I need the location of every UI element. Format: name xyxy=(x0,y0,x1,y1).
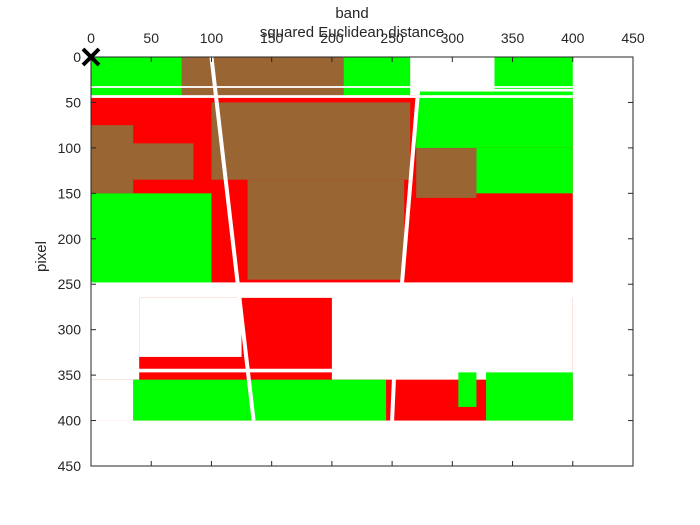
x-axis-label: band xyxy=(335,5,368,22)
image-region-24 xyxy=(91,282,573,287)
image-region-13 xyxy=(91,193,212,285)
image-region-18 xyxy=(247,379,387,421)
y-tick-label: 200 xyxy=(58,231,82,247)
chart-title: squared Euclidean distance xyxy=(260,24,444,41)
y-tick-label: 100 xyxy=(58,140,82,156)
x-tick-label: 450 xyxy=(621,30,645,46)
road-line-0 xyxy=(209,56,256,421)
image-region-2 xyxy=(91,57,182,96)
image-region-17 xyxy=(133,379,248,421)
origin-marker xyxy=(81,47,101,67)
image-region-6 xyxy=(211,102,411,180)
image-region-22 xyxy=(91,95,573,98)
image-region-23 xyxy=(91,86,573,88)
road-lines xyxy=(209,56,421,421)
image-region-20 xyxy=(486,370,573,421)
x-tick-label: 100 xyxy=(200,30,224,46)
y-axis-label: pixel xyxy=(33,241,50,272)
axes: 0 50 100 150 200 250 300 350 400 450 0 50 100 150 200… xyxy=(58,30,645,474)
y-tick-label: 0 xyxy=(73,49,81,65)
y-tick-label: 400 xyxy=(58,413,82,429)
x-tick-label: 150 xyxy=(260,30,284,46)
x-tick-label: 300 xyxy=(441,30,465,46)
y-tick-label: 250 xyxy=(58,276,82,292)
y-tick-label: 350 xyxy=(58,367,82,383)
image-region-4 xyxy=(343,57,411,96)
road-line-1 xyxy=(396,84,421,330)
image-region-16 xyxy=(331,284,573,380)
image-region-8 xyxy=(91,125,134,194)
image-region-9 xyxy=(133,143,194,180)
x-tick-label: 50 xyxy=(143,30,159,46)
x-tick-label: 200 xyxy=(320,30,344,46)
image-region-7 xyxy=(247,179,405,280)
x-ticks: 0 50 100 150 200 250 300 350 400 450 xyxy=(87,30,645,466)
image-region-14 xyxy=(91,284,140,380)
y-ticks: 0 50 100 150 200 250 300 350 400 450 xyxy=(58,49,633,474)
marker-stroke xyxy=(81,47,101,67)
y-tick-label: 450 xyxy=(58,458,82,474)
x-tick-label: 350 xyxy=(501,30,525,46)
image-region-15 xyxy=(139,297,242,357)
x-tick-label: 400 xyxy=(561,30,585,46)
image-region-19 xyxy=(458,370,477,407)
x-tick-label: 0 xyxy=(87,30,95,46)
y-tick-label: 150 xyxy=(58,185,82,201)
image-region-21 xyxy=(91,379,134,421)
image-region-12 xyxy=(476,147,573,194)
image-region-5 xyxy=(494,57,573,89)
road-line-2 xyxy=(390,284,401,421)
image-region-25 xyxy=(91,368,573,373)
y-tick-label: 300 xyxy=(58,322,82,338)
y-tick-label: 50 xyxy=(65,94,81,110)
image-region-3 xyxy=(181,57,344,96)
image-region-11 xyxy=(416,91,573,148)
plot-frame xyxy=(90,56,634,467)
x-tick-label: 250 xyxy=(380,30,404,46)
classification-image xyxy=(91,57,573,421)
